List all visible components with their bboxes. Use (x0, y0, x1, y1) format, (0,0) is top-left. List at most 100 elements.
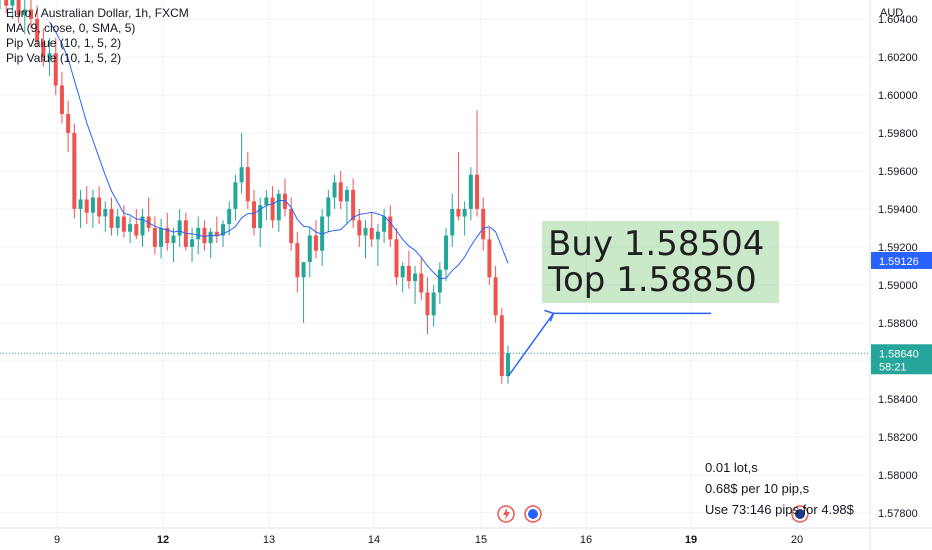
candle[interactable] (295, 231, 300, 293)
candle[interactable] (313, 220, 318, 259)
candle[interactable] (177, 208, 182, 247)
candle[interactable] (115, 208, 120, 236)
candle[interactable] (320, 208, 325, 266)
candle[interactable] (22, 0, 27, 35)
candle[interactable] (475, 110, 480, 217)
candle[interactable] (258, 197, 263, 247)
candle[interactable] (128, 216, 133, 244)
candle[interactable] (78, 189, 83, 228)
candle[interactable] (227, 201, 232, 236)
candle[interactable] (344, 186, 349, 225)
chart-legend: Euro / Australian Dollar, 1h, FXCM MA (9… (6, 6, 189, 66)
candle[interactable] (214, 216, 219, 244)
candle[interactable] (375, 224, 380, 266)
candle[interactable] (425, 277, 430, 335)
position-notes: 0.01 lot,s 0.68$ per 10 pip,s Use 73:146… (705, 457, 854, 520)
candle[interactable] (165, 212, 170, 251)
candle[interactable] (419, 258, 424, 301)
candle[interactable] (338, 170, 343, 209)
candle[interactable] (276, 189, 281, 232)
candle[interactable] (481, 197, 486, 251)
candle[interactable] (66, 100, 71, 152)
indicator-pip-value-2[interactable]: Pip Value (10, 1, 5, 2) (6, 51, 122, 65)
symbol-title[interactable]: Euro / Australian Dollar, 1h, FXCM (6, 6, 189, 20)
candle[interactable] (245, 151, 250, 209)
candle[interactable] (28, 0, 33, 29)
candle[interactable] (90, 189, 95, 228)
candle[interactable] (41, 28, 46, 67)
candle[interactable] (444, 227, 449, 282)
candle[interactable] (506, 345, 510, 384)
candle[interactable] (326, 189, 331, 232)
candle[interactable] (282, 178, 287, 217)
ma-price-tag (871, 251, 932, 269)
candle[interactable] (146, 197, 151, 232)
candle[interactable] (134, 208, 139, 240)
candle[interactable] (72, 123, 77, 219)
candle[interactable] (84, 186, 89, 225)
candle[interactable] (239, 132, 244, 194)
candle[interactable] (456, 151, 461, 221)
candle[interactable] (202, 220, 207, 251)
candle[interactable] (16, 0, 21, 23)
candle[interactable] (450, 193, 455, 247)
candle[interactable] (431, 284, 436, 327)
top-level-label: Top 1.58850 (548, 260, 757, 300)
candle[interactable] (183, 212, 188, 251)
trade-annotation-box[interactable] (542, 221, 779, 303)
candle[interactable] (369, 212, 374, 247)
candle[interactable] (208, 227, 213, 259)
candle[interactable] (252, 189, 256, 236)
candle[interactable] (289, 197, 294, 251)
candle[interactable] (332, 174, 337, 209)
candle-body (109, 208, 114, 228)
candle[interactable] (190, 227, 195, 263)
candle[interactable] (499, 307, 504, 384)
candle[interactable] (462, 201, 467, 236)
candle[interactable] (10, 0, 15, 19)
candle[interactable] (121, 205, 126, 238)
ma-line[interactable] (49, 21, 509, 280)
candle[interactable] (59, 72, 64, 124)
candle[interactable] (400, 262, 405, 293)
buy-level-label: Buy 1.58504 (548, 224, 765, 264)
indicator-ma[interactable]: MA (9, close, 0, SMA, 5) (6, 21, 136, 35)
candle[interactable] (357, 208, 362, 247)
candle[interactable] (233, 174, 238, 221)
candle[interactable] (103, 201, 108, 232)
candle[interactable] (171, 227, 176, 263)
price-axis[interactable]: AUD1.578001.580001.582001.584001.586001.… (878, 7, 918, 520)
candle[interactable] (4, 0, 9, 14)
candle[interactable] (382, 208, 387, 244)
candle[interactable] (47, 37, 52, 76)
time-tick-label: 13 (263, 534, 275, 546)
event-markers[interactable] (497, 505, 809, 523)
indicator-pip-value-1[interactable]: Pip Value (10, 1, 5, 2) (6, 36, 122, 50)
candle[interactable] (468, 167, 473, 221)
candle[interactable] (363, 220, 368, 259)
candle[interactable] (301, 262, 306, 323)
candle[interactable] (109, 197, 114, 236)
candle[interactable] (413, 265, 418, 304)
candle[interactable] (152, 216, 157, 255)
candle[interactable] (406, 250, 411, 289)
candle[interactable] (35, 5, 40, 48)
candle[interactable] (0, 0, 2, 10)
candle[interactable] (140, 208, 145, 247)
candle[interactable] (159, 218, 164, 259)
time-axis[interactable]: 9 12 13 14 15 16 19 20 (54, 534, 803, 546)
candle[interactable] (307, 227, 312, 278)
candle[interactable] (493, 265, 498, 323)
projection-arrow[interactable] (507, 312, 555, 377)
candle[interactable] (437, 262, 442, 304)
candle[interactable] (270, 186, 275, 228)
candle[interactable] (97, 186, 102, 225)
candle[interactable] (388, 205, 393, 247)
candle[interactable] (394, 227, 399, 285)
candle[interactable] (487, 227, 492, 285)
candle-body (282, 193, 287, 209)
candle[interactable] (351, 178, 356, 228)
candle[interactable] (53, 37, 58, 95)
candle-body (152, 227, 157, 247)
